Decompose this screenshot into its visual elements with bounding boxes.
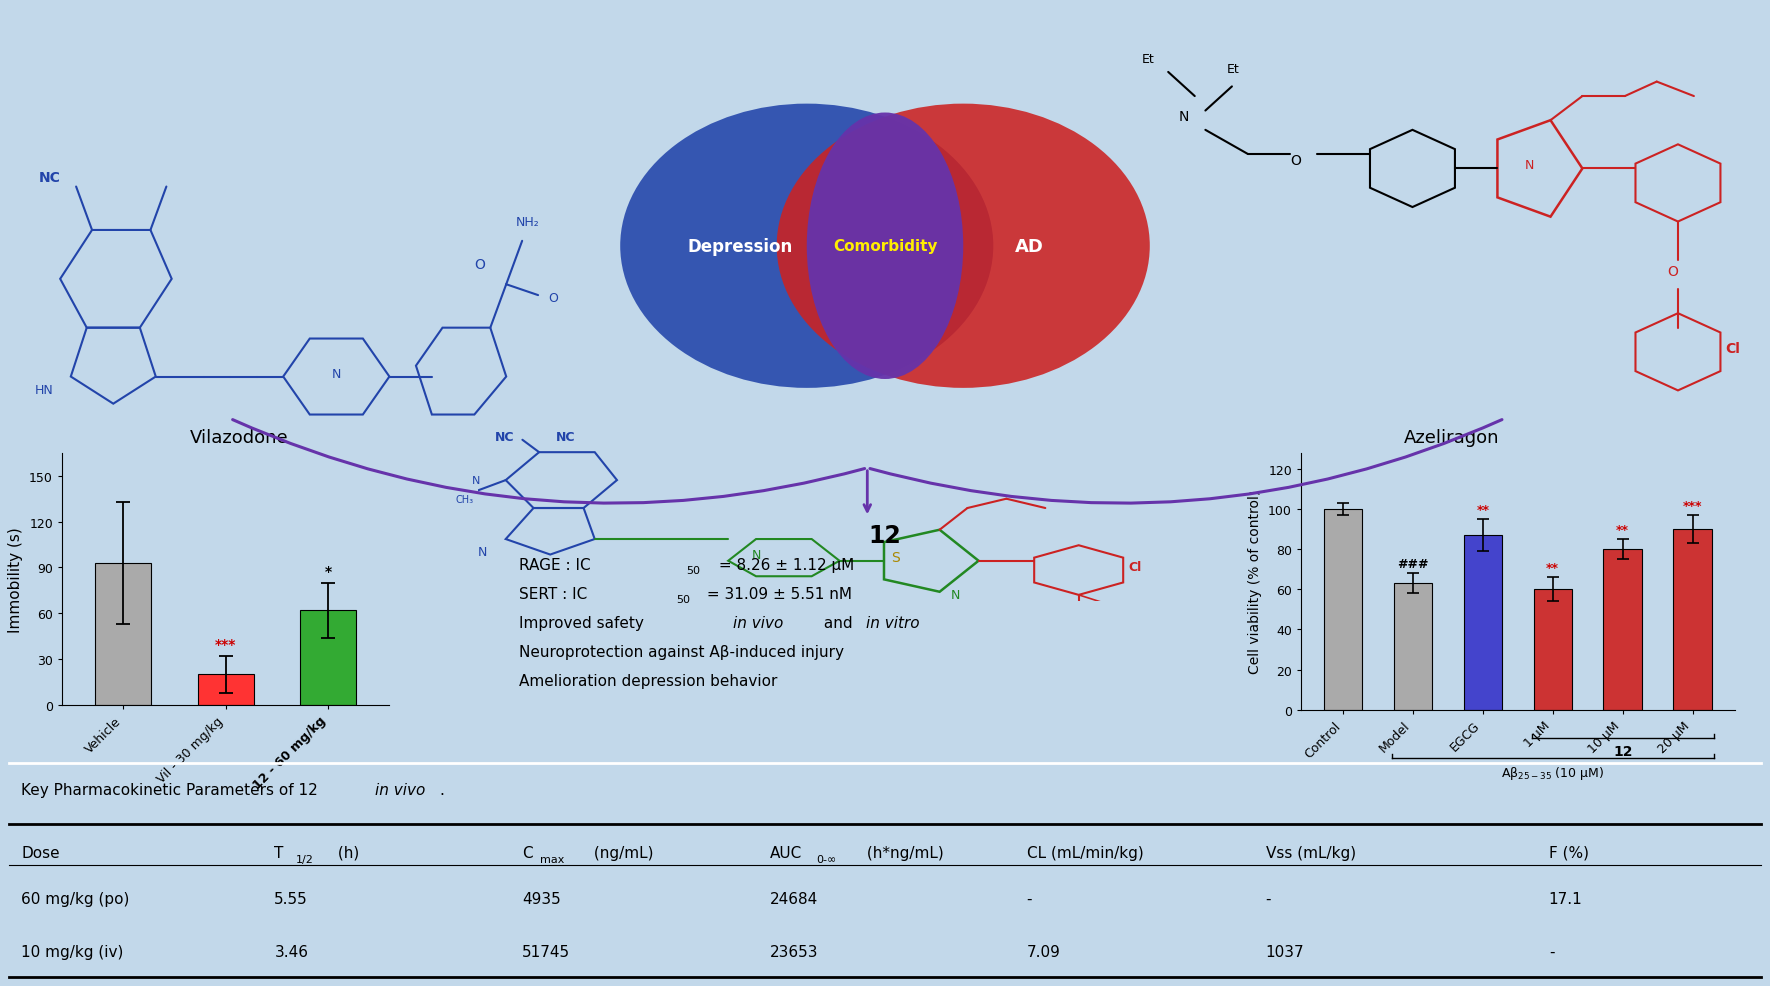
- Y-axis label: Immobility (s): Immobility (s): [9, 527, 23, 632]
- Bar: [1464, 535, 1503, 710]
- Text: ***: ***: [1683, 500, 1703, 513]
- Text: N: N: [750, 548, 761, 561]
- Text: ***: ***: [214, 638, 237, 652]
- Text: N: N: [473, 475, 481, 486]
- Text: N: N: [950, 589, 959, 601]
- Text: 1/2: 1/2: [296, 854, 313, 864]
- Text: HN: HN: [35, 384, 53, 396]
- Text: O: O: [1667, 264, 1678, 278]
- Text: (ng/mL): (ng/mL): [589, 845, 653, 860]
- Text: ###: ###: [1397, 558, 1428, 571]
- Text: T: T: [274, 845, 283, 860]
- Text: NH₂: NH₂: [515, 215, 540, 229]
- Text: 50: 50: [687, 565, 701, 575]
- Text: **: **: [1476, 504, 1489, 517]
- Text: 10 mg/kg (iv): 10 mg/kg (iv): [21, 945, 124, 959]
- Text: in vivo: in vivo: [375, 782, 425, 797]
- Text: Comorbidity: Comorbidity: [832, 239, 938, 254]
- Text: 17.1: 17.1: [1549, 891, 1582, 906]
- Text: **: **: [1547, 562, 1559, 575]
- Text: 51745: 51745: [522, 945, 570, 959]
- Text: Amelioration depression behavior: Amelioration depression behavior: [519, 672, 777, 688]
- Text: Key Pharmacokinetic Parameters of 12: Key Pharmacokinetic Parameters of 12: [21, 782, 322, 797]
- Text: F (%): F (%): [1549, 845, 1589, 860]
- Text: and: and: [820, 615, 857, 630]
- Text: Aβ$_{25-35}$ (10 μM): Aβ$_{25-35}$ (10 μM): [1501, 764, 1604, 781]
- Text: Et: Et: [1227, 63, 1239, 76]
- Bar: [198, 674, 253, 705]
- Text: **: **: [1616, 524, 1628, 536]
- Text: 60 mg/kg (po): 60 mg/kg (po): [21, 891, 129, 906]
- Text: 1037: 1037: [1266, 945, 1304, 959]
- Text: O: O: [549, 291, 559, 305]
- Text: N: N: [1524, 160, 1535, 173]
- Text: O: O: [1290, 154, 1301, 168]
- Text: Neuroprotection against Aβ-induced injury: Neuroprotection against Aβ-induced injur…: [519, 644, 844, 659]
- Bar: [1673, 529, 1712, 710]
- Text: 4935: 4935: [522, 891, 561, 906]
- Text: -: -: [1266, 891, 1271, 906]
- Bar: [1604, 550, 1643, 710]
- Text: 12: 12: [869, 524, 901, 547]
- Text: -: -: [1549, 945, 1554, 959]
- Ellipse shape: [620, 105, 993, 388]
- Text: AUC: AUC: [770, 845, 802, 860]
- Text: = 31.09 ± 5.51 nM: = 31.09 ± 5.51 nM: [703, 586, 851, 601]
- Text: in vitro: in vitro: [866, 615, 919, 630]
- Text: S: S: [890, 550, 899, 564]
- Ellipse shape: [807, 113, 963, 380]
- Text: = 8.26 ± 1.12 μM: = 8.26 ± 1.12 μM: [713, 557, 853, 572]
- Text: 0-∞: 0-∞: [816, 854, 835, 864]
- Text: .: .: [439, 782, 444, 797]
- Bar: [1393, 584, 1432, 710]
- Text: -: -: [1027, 891, 1032, 906]
- Text: N: N: [1179, 110, 1189, 124]
- Text: Et: Et: [1142, 53, 1154, 66]
- Text: 24684: 24684: [770, 891, 818, 906]
- Text: NC: NC: [494, 430, 513, 444]
- Bar: [96, 563, 152, 705]
- Text: CL (mL/min/kg): CL (mL/min/kg): [1027, 845, 1143, 860]
- Bar: [1324, 510, 1363, 710]
- Text: in vivo: in vivo: [733, 615, 784, 630]
- Text: NC: NC: [556, 430, 575, 444]
- Text: Vss (mL/kg): Vss (mL/kg): [1266, 845, 1356, 860]
- Text: max: max: [540, 854, 565, 864]
- Bar: [299, 610, 356, 705]
- Text: O: O: [474, 257, 485, 272]
- Text: Depression: Depression: [689, 238, 793, 255]
- Text: Cl: Cl: [1129, 560, 1142, 574]
- Text: C: C: [522, 845, 533, 860]
- Text: SERT : IC: SERT : IC: [519, 586, 588, 601]
- Text: NC: NC: [39, 171, 60, 185]
- Text: RAGE : IC: RAGE : IC: [519, 557, 591, 572]
- Text: 3.46: 3.46: [274, 945, 308, 959]
- Text: AD: AD: [1014, 238, 1044, 255]
- Text: (h*ng/mL): (h*ng/mL): [862, 845, 943, 860]
- Text: 23653: 23653: [770, 945, 818, 959]
- Text: 12: 12: [1612, 744, 1632, 758]
- Text: 7.09: 7.09: [1027, 945, 1060, 959]
- Text: N: N: [331, 367, 342, 381]
- Text: *: *: [324, 565, 331, 579]
- Text: Cl: Cl: [1726, 341, 1740, 355]
- Y-axis label: Cell viability (% of control): Cell viability (% of control): [1248, 490, 1262, 673]
- Ellipse shape: [777, 105, 1150, 388]
- Text: Vilazodone: Vilazodone: [189, 429, 289, 447]
- Text: N: N: [478, 545, 487, 558]
- Text: Improved safety: Improved safety: [519, 615, 650, 630]
- Text: 50: 50: [676, 594, 690, 604]
- Text: Azeliragon: Azeliragon: [1404, 429, 1499, 447]
- Text: (h): (h): [333, 845, 359, 860]
- Text: CH₃: CH₃: [455, 494, 474, 504]
- Text: 5.55: 5.55: [274, 891, 308, 906]
- Text: Dose: Dose: [21, 845, 60, 860]
- Bar: [1533, 590, 1572, 710]
